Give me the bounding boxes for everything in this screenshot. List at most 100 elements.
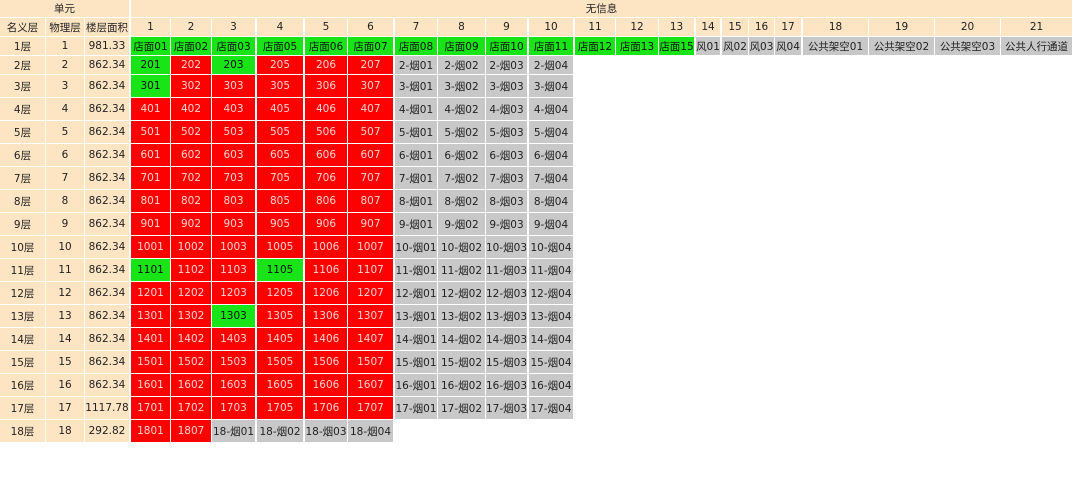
unit-cell[interactable]: 12-烟01 <box>395 282 437 304</box>
unit-cell[interactable]: 1405 <box>257 328 303 350</box>
unit-cell[interactable]: 1206 <box>305 282 347 304</box>
unit-cell[interactable]: 8-烟04 <box>529 190 573 212</box>
unit-cell[interactable]: 702 <box>171 167 211 189</box>
unit-cell[interactable]: 405 <box>257 98 303 120</box>
unit-cell[interactable]: 406 <box>305 98 347 120</box>
unit-cell[interactable]: 201 <box>131 56 170 74</box>
unit-cell[interactable]: 13-烟04 <box>529 305 573 327</box>
unit-cell[interactable]: 店面01 <box>131 37 170 55</box>
unit-cell[interactable]: 12-烟02 <box>438 282 485 304</box>
unit-cell[interactable]: 507 <box>348 121 393 143</box>
unit-cell[interactable]: 506 <box>305 121 347 143</box>
unit-cell[interactable]: 403 <box>212 98 255 120</box>
unit-cell[interactable]: 10-烟02 <box>438 236 485 258</box>
unit-cell[interactable]: 风03 <box>749 37 774 55</box>
unit-cell[interactable]: 店面10 <box>486 37 527 55</box>
unit-cell[interactable]: 1401 <box>131 328 170 350</box>
unit-cell[interactable]: 602 <box>171 144 211 166</box>
unit-cell[interactable]: 11-烟01 <box>395 259 437 281</box>
unit-cell[interactable]: 206 <box>305 56 347 74</box>
unit-cell[interactable]: 305 <box>257 75 303 97</box>
unit-cell[interactable]: 13-烟01 <box>395 305 437 327</box>
unit-cell[interactable]: 6-烟01 <box>395 144 437 166</box>
unit-cell[interactable]: 3-烟04 <box>529 75 573 97</box>
unit-cell[interactable]: 14-烟04 <box>529 328 573 350</box>
unit-cell[interactable]: 1005 <box>257 236 303 258</box>
unit-cell[interactable]: 店面12 <box>575 37 615 55</box>
unit-cell[interactable]: 5-烟01 <box>395 121 437 143</box>
unit-cell[interactable]: 15-烟03 <box>486 351 527 373</box>
unit-cell[interactable]: 1201 <box>131 282 170 304</box>
unit-cell[interactable]: 5-烟04 <box>529 121 573 143</box>
unit-cell[interactable]: 902 <box>171 213 211 235</box>
unit-cell[interactable]: 703 <box>212 167 255 189</box>
unit-cell[interactable]: 店面05 <box>257 37 303 55</box>
unit-cell[interactable]: 1606 <box>305 374 347 396</box>
unit-cell[interactable]: 1607 <box>348 374 393 396</box>
unit-cell[interactable]: 1302 <box>171 305 211 327</box>
unit-cell[interactable]: 1002 <box>171 236 211 258</box>
unit-cell[interactable]: 1503 <box>212 351 255 373</box>
unit-cell[interactable]: 2-烟04 <box>529 56 573 74</box>
unit-cell[interactable]: 4-烟01 <box>395 98 437 120</box>
unit-cell[interactable]: 4-烟03 <box>486 98 527 120</box>
unit-cell[interactable]: 1501 <box>131 351 170 373</box>
unit-cell[interactable]: 906 <box>305 213 347 235</box>
unit-cell[interactable]: 10-烟03 <box>486 236 527 258</box>
unit-cell[interactable]: 店面09 <box>438 37 485 55</box>
unit-cell[interactable]: 1705 <box>257 397 303 419</box>
unit-cell[interactable]: 503 <box>212 121 255 143</box>
unit-cell[interactable]: 17-烟03 <box>486 397 527 419</box>
unit-cell[interactable]: 11-烟02 <box>438 259 485 281</box>
unit-cell[interactable]: 1107 <box>348 259 393 281</box>
unit-cell[interactable]: 905 <box>257 213 303 235</box>
unit-cell[interactable]: 805 <box>257 190 303 212</box>
unit-cell[interactable]: 1807 <box>171 420 211 442</box>
unit-cell[interactable]: 公共架空01 <box>803 37 868 55</box>
unit-cell[interactable]: 15-烟04 <box>529 351 573 373</box>
unit-cell[interactable]: 1205 <box>257 282 303 304</box>
unit-cell[interactable]: 7-烟02 <box>438 167 485 189</box>
unit-cell[interactable]: 1702 <box>171 397 211 419</box>
unit-cell[interactable]: 505 <box>257 121 303 143</box>
unit-cell[interactable]: 风02 <box>722 37 748 55</box>
unit-cell[interactable]: 14-烟02 <box>438 328 485 350</box>
unit-cell[interactable]: 907 <box>348 213 393 235</box>
unit-cell[interactable]: 1506 <box>305 351 347 373</box>
unit-cell[interactable]: 407 <box>348 98 393 120</box>
unit-cell[interactable]: 1507 <box>348 351 393 373</box>
unit-cell[interactable]: 1303 <box>212 305 255 327</box>
unit-cell[interactable]: 店面13 <box>616 37 658 55</box>
unit-cell[interactable]: 店面07 <box>348 37 393 55</box>
unit-cell[interactable]: 1801 <box>131 420 170 442</box>
unit-cell[interactable]: 1406 <box>305 328 347 350</box>
unit-cell[interactable]: 2-烟01 <box>395 56 437 74</box>
unit-cell[interactable]: 12-烟03 <box>486 282 527 304</box>
unit-cell[interactable]: 9-烟03 <box>486 213 527 235</box>
unit-cell[interactable]: 9-烟04 <box>529 213 573 235</box>
unit-cell[interactable]: 13-烟02 <box>438 305 485 327</box>
unit-cell[interactable]: 706 <box>305 167 347 189</box>
unit-cell[interactable]: 店面03 <box>212 37 255 55</box>
unit-cell[interactable]: 14-烟01 <box>395 328 437 350</box>
unit-cell[interactable]: 1407 <box>348 328 393 350</box>
unit-cell[interactable]: 3-烟03 <box>486 75 527 97</box>
unit-cell[interactable]: 1106 <box>305 259 347 281</box>
unit-cell[interactable]: 3-烟01 <box>395 75 437 97</box>
unit-cell[interactable]: 1007 <box>348 236 393 258</box>
unit-cell[interactable]: 501 <box>131 121 170 143</box>
unit-cell[interactable]: 502 <box>171 121 211 143</box>
unit-cell[interactable]: 6-烟02 <box>438 144 485 166</box>
unit-cell[interactable]: 701 <box>131 167 170 189</box>
unit-cell[interactable]: 18-烟04 <box>348 420 393 442</box>
unit-cell[interactable]: 16-烟04 <box>529 374 573 396</box>
unit-cell[interactable]: 8-烟02 <box>438 190 485 212</box>
unit-cell[interactable]: 5-烟03 <box>486 121 527 143</box>
unit-cell[interactable]: 1207 <box>348 282 393 304</box>
unit-cell[interactable]: 15-烟02 <box>438 351 485 373</box>
unit-cell[interactable]: 606 <box>305 144 347 166</box>
unit-cell[interactable]: 202 <box>171 56 211 74</box>
unit-cell[interactable]: 店面11 <box>529 37 573 55</box>
unit-cell[interactable]: 12-烟04 <box>529 282 573 304</box>
unit-cell[interactable]: 18-烟01 <box>212 420 255 442</box>
